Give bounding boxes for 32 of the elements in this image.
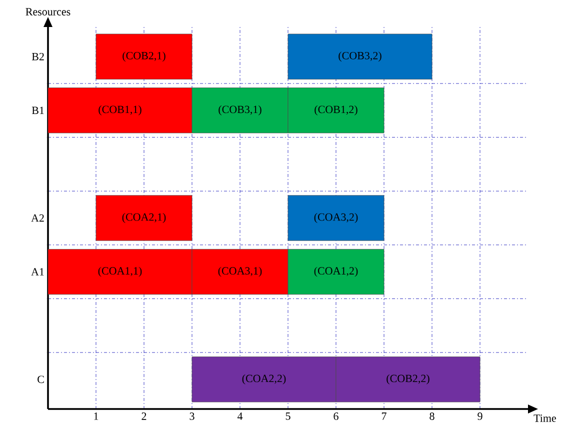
bar [96, 195, 192, 241]
x-tick-label: 4 [237, 412, 243, 420]
x-tick-label: 7 [382, 412, 386, 420]
data-label: (COB1,2) [314, 105, 358, 116]
bar [288, 195, 384, 241]
x-tick-label: 1 [94, 412, 98, 420]
data-label: (COA2,2) [242, 374, 286, 384]
y-tick-label: A1 [31, 268, 44, 276]
x-tick-label: 9 [478, 412, 482, 420]
x-tick-label: 3 [190, 412, 194, 420]
x-axis-title: Time [534, 414, 556, 422]
x-tick-label: 5 [286, 412, 290, 420]
y-axis-title: Resources [26, 8, 70, 16]
data-label: (COA2,1) [122, 213, 166, 223]
data-label: (COB3,1) [218, 105, 262, 116]
data-label: (COA3,1) [218, 266, 262, 277]
y-tick-label: B1 [32, 106, 44, 114]
data-label: (COB1,1) [98, 105, 142, 116]
data-label: (COA1,1) [98, 266, 142, 277]
data-label: (COB3,2) [338, 52, 382, 62]
y-tick-label: B2 [32, 52, 44, 60]
bar [288, 34, 432, 80]
x-tick-label: 2 [142, 412, 146, 420]
data-label: (COB2,2) [386, 374, 430, 384]
bar [96, 34, 192, 80]
y-tick-label: C [38, 376, 44, 384]
data-label: (COA3,2) [314, 213, 358, 223]
y-tick-label: A2 [31, 214, 44, 222]
data-label: (COA1,2) [314, 266, 358, 277]
x-tick-label: 6 [334, 412, 338, 420]
data-label: (COB2,1) [122, 52, 166, 62]
x-tick-label: 8 [430, 412, 434, 420]
